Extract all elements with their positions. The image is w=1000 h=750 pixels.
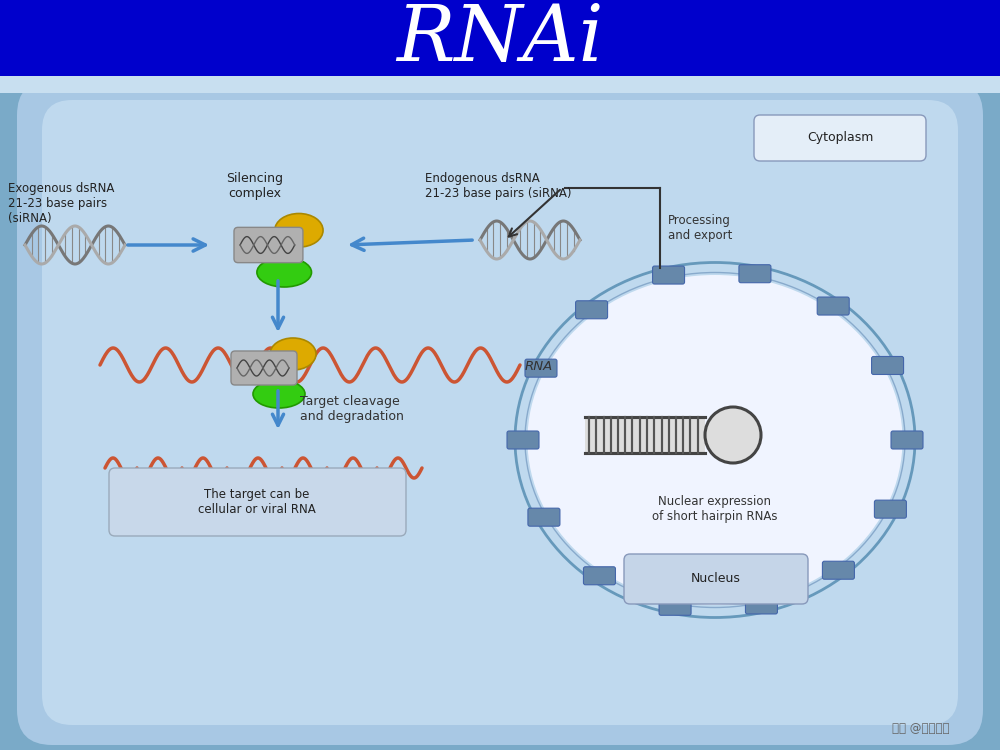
FancyBboxPatch shape [874, 500, 906, 518]
FancyBboxPatch shape [653, 266, 685, 284]
Ellipse shape [253, 380, 305, 408]
FancyBboxPatch shape [817, 297, 849, 315]
FancyBboxPatch shape [583, 567, 615, 585]
FancyBboxPatch shape [872, 356, 904, 374]
Circle shape [705, 407, 761, 463]
FancyBboxPatch shape [739, 265, 771, 283]
Text: Nuclear expression
of short hairpin RNAs: Nuclear expression of short hairpin RNAs [652, 495, 778, 523]
FancyBboxPatch shape [822, 561, 854, 579]
Text: The target can be
cellular or viral RNA: The target can be cellular or viral RNA [198, 488, 316, 516]
FancyBboxPatch shape [42, 100, 958, 725]
FancyBboxPatch shape [0, 56, 1000, 750]
FancyBboxPatch shape [507, 431, 539, 449]
Ellipse shape [275, 214, 323, 247]
FancyBboxPatch shape [234, 227, 303, 262]
FancyBboxPatch shape [659, 597, 691, 615]
Bar [0, 76, 1000, 93]
FancyBboxPatch shape [624, 554, 808, 604]
Text: Processing
and export: Processing and export [668, 214, 732, 242]
FancyBboxPatch shape [231, 351, 297, 385]
Text: Target cleavage
and degradation: Target cleavage and degradation [300, 395, 404, 423]
Ellipse shape [257, 257, 312, 287]
FancyBboxPatch shape [528, 509, 560, 526]
Text: Endogenous dsRNA
21-23 base pairs (siRNA): Endogenous dsRNA 21-23 base pairs (siRNA… [425, 172, 572, 200]
FancyBboxPatch shape [745, 596, 777, 614]
Ellipse shape [528, 275, 902, 605]
FancyBboxPatch shape [109, 468, 406, 536]
Bar [0, 0, 1000, 78]
Text: Cytoplasm: Cytoplasm [807, 131, 873, 145]
FancyBboxPatch shape [525, 359, 557, 377]
FancyBboxPatch shape [891, 431, 923, 449]
Text: RNA: RNA [525, 361, 553, 374]
Text: Nucleus: Nucleus [691, 572, 741, 586]
Text: Exogenous dsRNA
21-23 base pairs
(siRNA): Exogenous dsRNA 21-23 base pairs (siRNA) [8, 182, 114, 225]
FancyBboxPatch shape [754, 115, 926, 161]
FancyBboxPatch shape [17, 80, 983, 745]
Bar [585, 417, 705, 453]
Text: RNAi: RNAi [396, 1, 604, 77]
Text: Silencing
complex: Silencing complex [226, 172, 284, 200]
Ellipse shape [270, 338, 316, 370]
FancyBboxPatch shape [576, 301, 608, 319]
Text: 头条 @小蔷健康: 头条 @小蔷健康 [893, 722, 950, 734]
